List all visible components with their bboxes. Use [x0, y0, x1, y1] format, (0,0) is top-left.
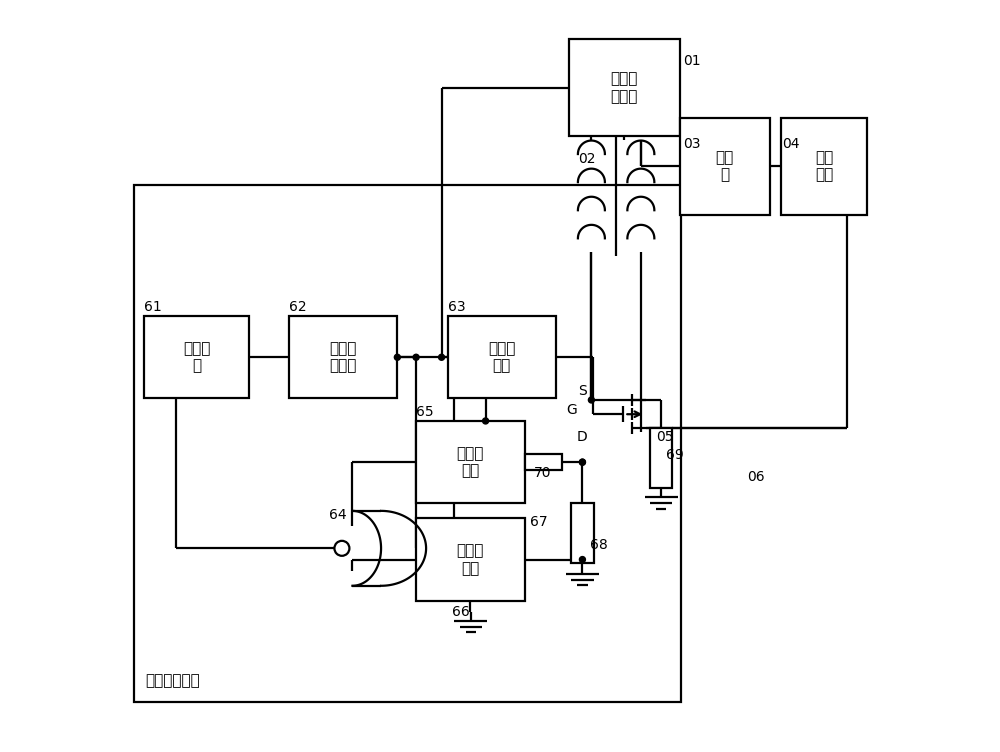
- Text: 微控制
器: 微控制 器: [183, 341, 210, 374]
- Text: 63: 63: [448, 300, 465, 314]
- Text: 开关控制单元: 开关控制单元: [146, 674, 200, 688]
- Bar: [650, 429, 672, 488]
- Bar: [569, 39, 680, 136]
- Bar: [525, 454, 562, 471]
- Bar: [680, 117, 770, 215]
- Text: 61: 61: [144, 300, 162, 314]
- Text: G: G: [566, 404, 577, 417]
- Text: 02: 02: [578, 152, 595, 165]
- Bar: [416, 518, 525, 601]
- Bar: [448, 316, 556, 399]
- Text: 03: 03: [684, 137, 701, 150]
- Circle shape: [588, 397, 594, 403]
- Text: 70: 70: [534, 466, 551, 481]
- Text: 67: 67: [530, 515, 548, 529]
- Text: 高压
电容: 高压 电容: [815, 150, 833, 183]
- Bar: [781, 117, 867, 215]
- Text: 68: 68: [590, 538, 608, 551]
- Text: 整流
器: 整流 器: [716, 150, 734, 183]
- Circle shape: [394, 354, 400, 360]
- Text: 开关驱
动器: 开关驱 动器: [488, 341, 516, 374]
- Text: 66: 66: [452, 605, 470, 619]
- Text: 第一比
较器: 第一比 较器: [457, 446, 484, 478]
- Circle shape: [439, 354, 445, 360]
- Text: 04: 04: [782, 137, 799, 150]
- Text: 控制电
路电源: 控制电 路电源: [611, 71, 638, 104]
- Text: D: D: [577, 430, 588, 444]
- Bar: [416, 421, 525, 503]
- Text: 06: 06: [747, 470, 765, 484]
- Bar: [571, 503, 594, 563]
- Circle shape: [413, 354, 419, 360]
- Text: 64: 64: [329, 508, 347, 522]
- Text: S: S: [578, 384, 587, 398]
- Circle shape: [579, 459, 585, 465]
- Circle shape: [579, 556, 585, 562]
- Text: 01: 01: [684, 54, 701, 68]
- Circle shape: [579, 459, 585, 465]
- Text: 05: 05: [656, 430, 673, 444]
- Text: 第二比
较器: 第二比 较器: [457, 544, 484, 576]
- Bar: [134, 185, 681, 702]
- Text: 单稳态
触发器: 单稳态 触发器: [329, 341, 357, 374]
- Text: 65: 65: [416, 405, 434, 419]
- Text: 69: 69: [666, 447, 684, 462]
- Bar: [289, 316, 397, 399]
- Circle shape: [483, 418, 489, 424]
- Bar: [144, 316, 249, 399]
- Text: 62: 62: [289, 300, 306, 314]
